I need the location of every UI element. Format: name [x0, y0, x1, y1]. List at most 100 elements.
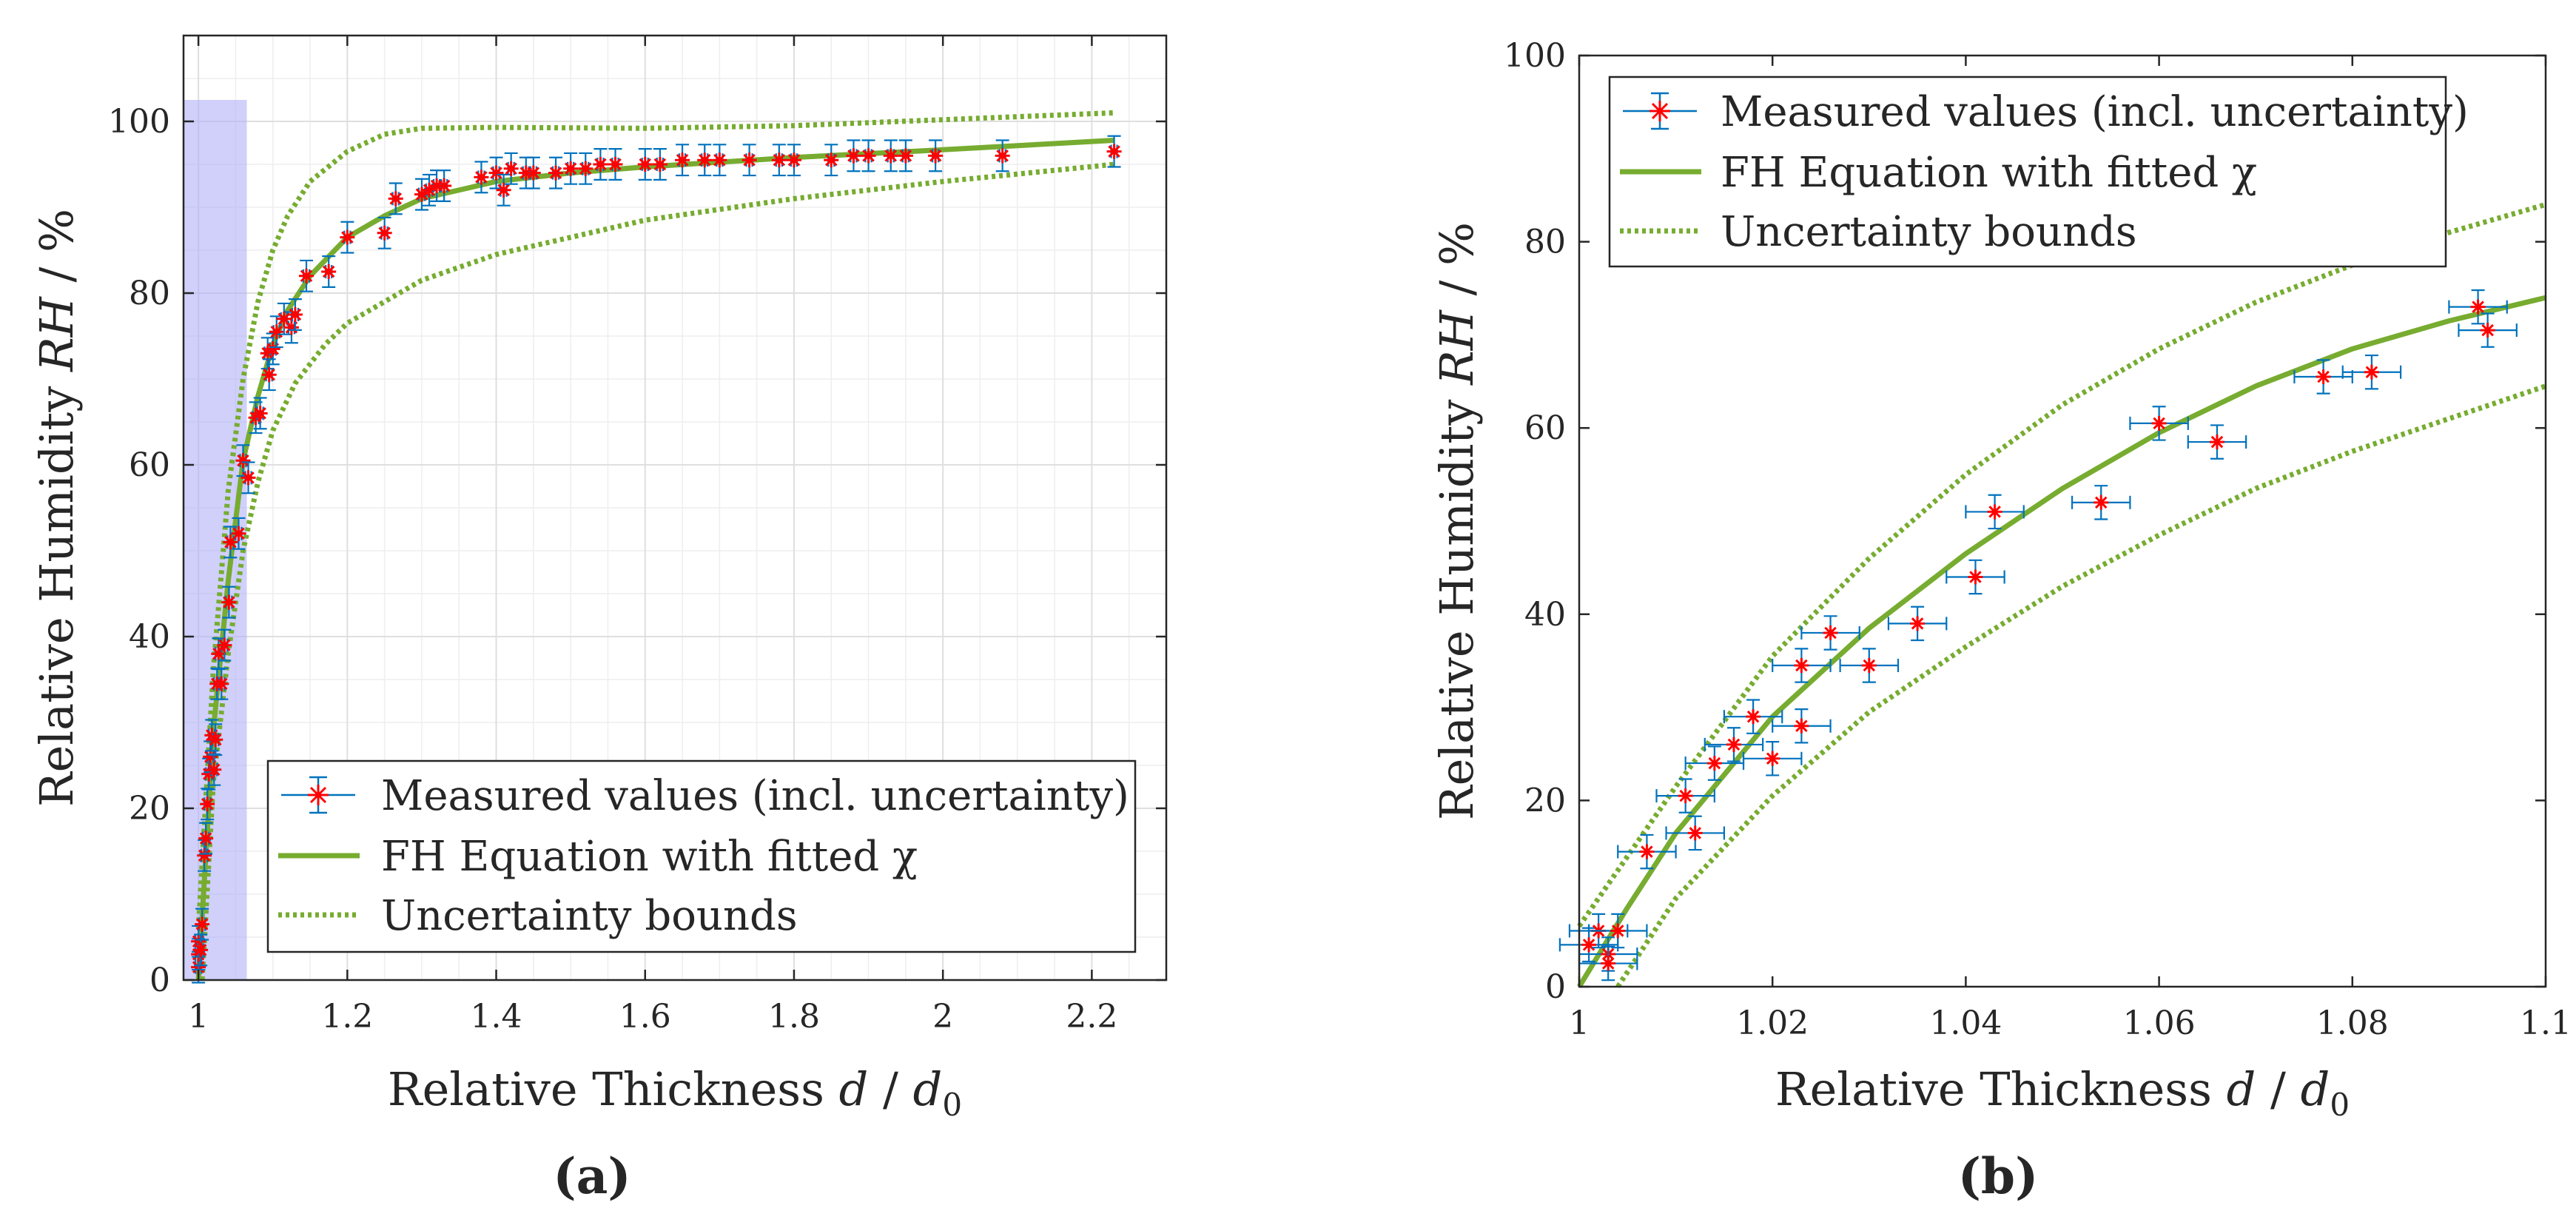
data-point [1772, 708, 1832, 744]
data-point [287, 298, 303, 331]
data-point [883, 139, 898, 172]
ticks-a: 1 1.2 1.4 1.6 1.8 2 2.2 0 20 40 60 80 100 [108, 36, 1166, 1036]
legend-marker-measured-b [1623, 92, 1697, 130]
data-point [1742, 741, 1803, 776]
data-point [1655, 778, 1715, 813]
data-point [265, 332, 280, 366]
x-axis-label-b: Relative Thickness d / d0 [1775, 1062, 2350, 1123]
y-axis-label-b: Relative Humidity RH / % [1430, 222, 1484, 820]
data-point [1839, 648, 1900, 683]
data-point [269, 315, 284, 349]
data-point [1946, 559, 2005, 595]
data-point [861, 139, 876, 172]
y-axis-label-a: Relative Humidity RH / % [30, 209, 84, 807]
legend-label-bounds-b: Uncertainty bounds [1721, 208, 2137, 256]
data-point [223, 526, 238, 559]
legend-label-fit-b: FH Equation with fitted χ [1721, 149, 2257, 197]
y-tick-label: 40 [129, 618, 170, 656]
data-point [928, 139, 944, 172]
x-tick-label: 1.8 [768, 998, 820, 1036]
y-tick-label: 40 [1524, 596, 1566, 634]
x-tick-label: 2 [932, 998, 953, 1036]
y-tick-label: 80 [1524, 224, 1566, 261]
legend-label-measured-b: Measured values (incl. uncertainty) [1721, 88, 2469, 136]
upper-bound-line [195, 110, 1114, 929]
legend-box-a [266, 759, 1137, 953]
x-tick-label: 1 [188, 998, 209, 1036]
data-point [578, 152, 593, 185]
y-tick-label: 20 [129, 790, 170, 828]
data-point [200, 788, 215, 821]
uncertainty-bounds-b [1577, 201, 2547, 988]
y-tick-label: 60 [129, 446, 170, 484]
axes-box-b [1578, 54, 2547, 988]
x-tick-label: 1.2 [321, 998, 373, 1036]
data-point [771, 144, 787, 177]
data-point [1587, 913, 1648, 949]
chart-a: 1 1.2 1.4 1.6 1.8 2 2.2 0 20 40 60 80 100 Relative T… [30, 34, 1168, 1205]
panel-label-b: (b) [1958, 1147, 2039, 1205]
data-point [1617, 833, 1677, 870]
x-tick-label: 1.02 [1736, 1004, 1809, 1042]
data-point [741, 144, 757, 177]
data-point [235, 444, 251, 477]
data-point [2341, 354, 2402, 390]
data-point [252, 397, 268, 430]
data-point [1106, 135, 1122, 168]
data-point [563, 152, 579, 185]
y-tick-label: 20 [1524, 782, 1566, 819]
x-tick-label: 1.1 [2520, 1004, 2572, 1042]
y-tick-label: 0 [1545, 968, 1566, 1006]
data-point [898, 139, 913, 172]
data-point [1704, 727, 1764, 762]
data-point [2448, 289, 2508, 325]
data-point [637, 148, 653, 181]
data-point [2129, 406, 2189, 441]
data-point [1887, 605, 1948, 642]
y-tick-label: 80 [129, 275, 170, 312]
data-point [1665, 815, 1725, 851]
data-point [697, 144, 713, 177]
data-point [195, 907, 210, 941]
legend-box-b [1608, 76, 2447, 268]
legend-label-measured-a: Measured values (incl. uncertainty) [381, 772, 1129, 820]
axes-box-a [182, 34, 1168, 982]
panel-label-a: (a) [553, 1147, 630, 1205]
data-point [193, 933, 209, 967]
data-point [503, 152, 519, 185]
data-point [241, 461, 256, 494]
data-point [1684, 745, 1745, 781]
data-point [675, 144, 690, 177]
chart-b: 1 1.02 1.04 1.06 1.08 1.1 0 20 40 60 80 100 Relativ… [1430, 37, 2572, 1205]
legend-marker-measured-a [281, 776, 355, 814]
data-point [608, 148, 623, 181]
data-point [214, 667, 229, 700]
data-point [824, 144, 839, 177]
data-point [593, 148, 608, 181]
x-tick-label: 1.06 [2123, 1004, 2196, 1042]
data-point [197, 839, 212, 872]
legend-a: Measured values (incl. uncertainty) FH E… [266, 759, 1137, 953]
data-point [198, 822, 214, 855]
data-point [321, 255, 337, 288]
fit-curve-b [1577, 295, 2546, 988]
legend-label-bounds-a: Uncertainty bounds [381, 892, 798, 940]
data-point [846, 139, 861, 172]
legend-b: Measured values (incl. uncertainty) FH E… [1608, 76, 2469, 268]
data-point [208, 723, 223, 756]
data-point [995, 139, 1010, 172]
y-tick-label: 100 [1504, 37, 1566, 75]
data-point [299, 259, 314, 292]
y-tick-label: 0 [149, 962, 170, 999]
data-point [496, 173, 511, 207]
data-point [786, 144, 801, 177]
x-tick-label: 2.2 [1066, 998, 1117, 1036]
x-tick-label: 1.08 [2316, 1004, 2389, 1042]
data-point [1965, 494, 2025, 530]
data-point [2071, 485, 2131, 520]
x-tick-label: 1.6 [619, 998, 671, 1036]
data-point [525, 156, 541, 189]
y-tick-label: 100 [108, 103, 170, 141]
data-point [217, 628, 232, 662]
data-point [276, 302, 292, 335]
